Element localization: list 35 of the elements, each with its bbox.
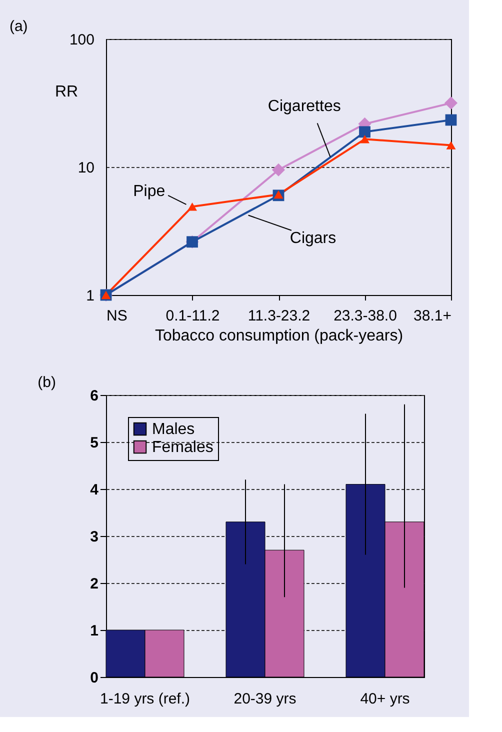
- x-tick-label: 1-19 yrs (ref.): [100, 690, 190, 708]
- x-tick-label: 0.1-11.2: [166, 308, 220, 324]
- x-axis-title: Tobacco consumption (pack-years): [154, 328, 404, 344]
- y-tick-label: 4: [90, 482, 100, 498]
- y-tick-label: 0: [90, 670, 98, 686]
- x-tick-label: 20-39 yrs: [234, 690, 296, 708]
- chart-title: (b): [38, 374, 56, 391]
- x-tick-label: NS: [106, 308, 128, 324]
- series-label: Cigarettes: [268, 98, 341, 115]
- point: [444, 96, 458, 110]
- legend-label: Males: [152, 421, 195, 438]
- point: [188, 202, 197, 211]
- y-tick-label: 1: [86, 288, 94, 304]
- x-tick-label: 11.3-23.2: [248, 308, 310, 324]
- point: [445, 114, 457, 126]
- legend-label: Females: [152, 439, 214, 456]
- y-tick-label: 10: [78, 160, 94, 176]
- y-tick-label: 5: [90, 434, 98, 452]
- series-label: Cigars: [290, 230, 336, 247]
- x-tick-label: 23.3-38.0: [334, 308, 397, 324]
- series-label: Pipe: [133, 182, 166, 200]
- y-tick-label: 6: [90, 388, 98, 404]
- point: [446, 141, 456, 150]
- point: [360, 135, 370, 144]
- x-tick-label: 40+ yrs: [360, 690, 410, 708]
- point: [274, 190, 284, 199]
- chart-title: (a): [9, 18, 28, 35]
- point: [359, 126, 370, 138]
- x-tick-label: 38.1+: [414, 308, 452, 324]
- y-tick-label: 100: [69, 32, 94, 48]
- y-tick-label: 1: [90, 622, 98, 640]
- point: [272, 163, 286, 176]
- y-tick-label: 2: [90, 576, 98, 592]
- y-axis-title: RR: [54, 84, 78, 100]
- y-tick-label: 3: [90, 528, 98, 546]
